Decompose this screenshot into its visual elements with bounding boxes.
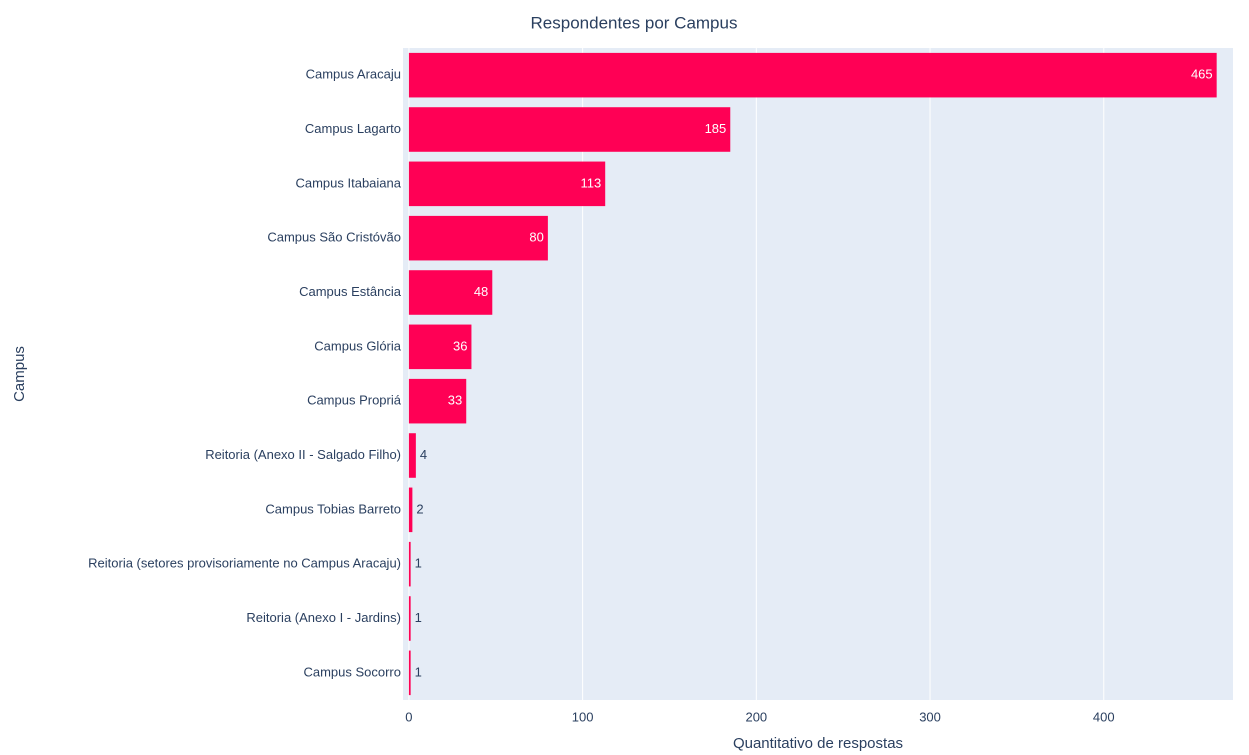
- data-label: 185: [705, 121, 727, 136]
- bar: [408, 650, 411, 696]
- y-tick-label: Campus Glória: [314, 338, 401, 353]
- y-tick-label: Campus Tobias Barreto: [265, 501, 401, 516]
- data-label: 2: [416, 501, 423, 516]
- data-label: 1: [415, 610, 422, 625]
- y-tick-label: Campus Itabaiana: [295, 175, 401, 190]
- marks: [408, 52, 1217, 696]
- bar: [408, 433, 416, 478]
- data-label: 465: [1191, 67, 1213, 82]
- y-tick-label: Campus Lagarto: [305, 121, 401, 136]
- y-tick-label: Campus Estância: [299, 284, 402, 299]
- data-label: 48: [474, 284, 488, 299]
- y-tick-label: Reitoria (setores provisoriamente no Cam…: [88, 556, 401, 571]
- y-tick-label: Reitoria (Anexo I - Jardins): [246, 610, 401, 625]
- bar: [408, 107, 731, 152]
- y-tick-label: Campus Propriá: [307, 393, 402, 408]
- data-label: 36: [453, 338, 467, 353]
- x-axis-title: Quantitativo de respostas: [733, 735, 903, 752]
- y-tick-label: Campus Aracaju: [306, 67, 401, 82]
- bar: [408, 270, 493, 315]
- x-tick-label: 0: [405, 709, 412, 724]
- x-tick-label: 200: [745, 709, 767, 724]
- chart-title: Respondentes por Campus: [531, 13, 738, 32]
- bar: [408, 52, 1217, 98]
- bar: [408, 161, 606, 207]
- bar: [408, 215, 548, 261]
- bar: [408, 378, 467, 424]
- data-label: 1: [415, 664, 422, 679]
- bar: [408, 324, 472, 370]
- bar: [408, 541, 411, 587]
- data-label: 4: [420, 447, 427, 462]
- plot-background: [403, 48, 1233, 700]
- bar: [408, 487, 413, 533]
- y-tick-label: Campus Socorro: [303, 664, 401, 679]
- x-tick-label: 400: [1093, 709, 1115, 724]
- data-label: 113: [580, 175, 601, 190]
- data-label: 1: [415, 556, 422, 571]
- data-label: 33: [448, 393, 462, 408]
- grid: [408, 48, 1105, 700]
- x-tick-label: 300: [919, 709, 941, 724]
- x-tick-label: 100: [572, 709, 594, 724]
- y-tick-label: Reitoria (Anexo II - Salgado Filho): [205, 447, 401, 462]
- bar: [408, 596, 411, 641]
- y-axis-title: Campus: [11, 346, 28, 402]
- y-tick-label: Campus São Cristóvão: [267, 230, 401, 245]
- data-label: 80: [529, 230, 543, 245]
